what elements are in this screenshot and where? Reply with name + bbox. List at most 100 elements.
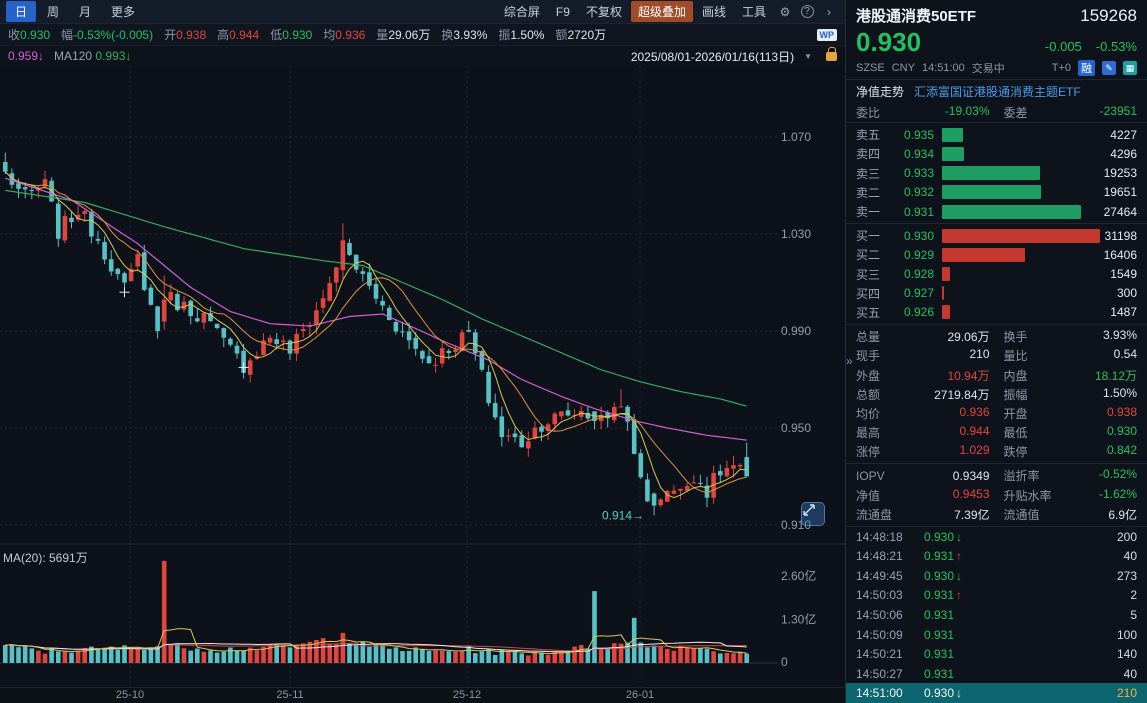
menu-item-composite-screen[interactable]: 综合屏 — [503, 5, 540, 19]
stats-grid: 总量 29.06万 换手 3.93% 现手 210 量比 0.54 外盘 10.94万 内盘 18.1… — [846, 324, 1147, 463]
stat-pair: 开盘 0.938 — [1003, 404, 1138, 421]
depth-bar — [942, 267, 950, 282]
stat-pair: 溢折率 -0.52% — [1003, 467, 1138, 484]
tick-row: 14:50:09 0.931 100 — [856, 627, 1137, 642]
chart-grid-icon[interactable]: ▦ — [1123, 61, 1137, 75]
stat-pair: 外盘 10.94万 — [856, 368, 990, 383]
orderbook-row-sell[interactable]: 卖一 0.931 27464 — [856, 204, 1137, 220]
stat-收: 收0.930 — [8, 28, 51, 42]
stat-pair-row: 流通盘 7.39亿 流通值 6.9亿 — [846, 505, 1147, 524]
stat-均: 均0.936 — [323, 28, 366, 42]
margin-badge: 融 — [1078, 60, 1095, 76]
expand-arrows-icon — [803, 504, 815, 516]
stat-pair-row: 总额 2719.84万 振幅 1.50% — [846, 385, 1147, 404]
lock-icon[interactable] — [826, 46, 837, 61]
quote-panel: 港股通消费50ETF 159268 0.930 -0.005 -0.53% SZ… — [845, 0, 1147, 703]
collapse-chevron-icon[interactable]: › — [827, 4, 831, 19]
svg-text:0.990: 0.990 — [781, 324, 811, 338]
t-plus-zero-badge: T+0 — [1051, 62, 1071, 74]
ma-indicator-row: 0.959↓ MA120 0.993↓ 2025/08/01-2026/01/1… — [0, 46, 845, 66]
svg-text:1.070: 1.070 — [781, 130, 811, 144]
ma120-value: MA120 0.993↓ — [54, 49, 131, 63]
depth-bar — [942, 127, 964, 142]
price-change: -0.005 -0.53% — [1045, 39, 1137, 54]
stat-pair: IOPV 0.9349 — [856, 468, 990, 483]
nav-trend-link[interactable]: 净值走势 — [856, 85, 905, 99]
tick-row: 14:48:21 0.931 ↑ 40 — [856, 549, 1137, 564]
quote-header: 港股通消费50ETF 159268 — [846, 0, 1147, 27]
tick-list: 14:48:18 0.930 ↓ 200 14:48:21 0.931 ↑ 40 14:49:4… — [846, 525, 1147, 703]
stat-pair-row: 均价 0.936 开盘 0.938 — [846, 404, 1147, 423]
stat-pair: 量比 0.54 — [1003, 347, 1138, 364]
chart-section: 日周 月 更多 综合屏 F9 不复权 超级叠加 画线 工具 ⚙ ? › 收0.930 幅-0.5… — [0, 0, 845, 703]
orderbook-row-buy[interactable]: 买四 0.927 300 — [856, 286, 1137, 301]
exchange-label: SZSE — [856, 62, 885, 74]
stat-pair: 总量 29.06万 — [856, 330, 990, 345]
change-percent: -0.53% — [1095, 39, 1137, 54]
orderbook-row-sell[interactable]: 卖三 0.933 19253 — [856, 166, 1137, 181]
svg-text:1.30亿: 1.30亿 — [781, 612, 816, 627]
stat-pair: 现手 210 — [856, 347, 990, 364]
menu-item-tools[interactable]: 工具 — [741, 5, 766, 19]
svg-text:0: 0 — [781, 655, 788, 669]
orderbook-row-sell[interactable]: 卖二 0.932 19651 — [856, 185, 1137, 200]
wp-logo-icon: WP — [816, 28, 837, 41]
time-axis-label: 25-11 — [276, 689, 304, 701]
stat-pair: 跌停 0.842 — [1003, 443, 1138, 460]
time-axis-label: 26-01 — [625, 689, 655, 701]
stat-pair: 委差 -23951 — [1003, 104, 1138, 121]
candlestick-volume-chart[interactable]: 1.0701.0300.9900.9500.9102.60亿1.30亿0MA(2… — [0, 66, 845, 687]
stats-items: 收0.930 幅-0.53%(-0.005) 开0.938 高0.944 低0.930 均… — [8, 26, 606, 43]
orderbook-row-buy[interactable]: 买一 0.930 31198 — [856, 228, 1137, 244]
period-tab-day[interactable]: 日 — [6, 1, 37, 22]
tick-row: 14:48:18 0.930 ↓ 200 — [856, 529, 1137, 544]
settings-gear-icon[interactable]: ⚙ — [779, 4, 791, 19]
stat-pair-row: IOPV 0.9349 溢折率 -0.52% — [846, 466, 1147, 485]
menu-item-no-adjust[interactable]: 不复权 — [585, 5, 622, 19]
panel-collapse-icon[interactable]: » — [846, 354, 853, 368]
tick-row: 14:50:06 0.931 5 — [856, 607, 1137, 622]
underlying-fund-link[interactable]: 汇添富国证港股通消费主题ETF — [914, 85, 1081, 99]
down-arrow-icon: ↓ — [956, 686, 963, 701]
valuation-grid: IOPV 0.9349 溢折率 -0.52% 净值 0.9453 升贴水率 -1.62% 流通盘… — [846, 463, 1147, 526]
stat-pair: 总额 2719.84万 — [856, 387, 990, 402]
period-tab-more[interactable]: 更多 — [111, 5, 136, 19]
orderbook-row-buy[interactable]: 买二 0.929 16406 — [856, 247, 1137, 263]
stat-pair-row: 现手 210 量比 0.54 — [846, 346, 1147, 365]
menu-item-draw-line[interactable]: 画线 — [701, 5, 726, 19]
svg-text:1.030: 1.030 — [781, 227, 811, 241]
stat-pair-row: 涨停 1.029 跌停 0.842 — [846, 442, 1147, 461]
svg-text:0.950: 0.950 — [781, 421, 811, 435]
expand-chart-button[interactable] — [801, 502, 825, 526]
quote-meta-row: SZSE CNY 14:51:00 交易中 T+0 融 ✎ ▦ — [846, 58, 1147, 79]
tick-row: 14:50:03 0.931 ↑ 2 — [856, 588, 1137, 603]
chevron-down-icon[interactable]: ▼ — [804, 51, 812, 61]
down-arrow-icon: ↓ — [956, 529, 963, 544]
up-arrow-icon: ↑ — [956, 549, 963, 564]
orderbook-row-buy[interactable]: 买五 0.926 1487 — [856, 305, 1137, 320]
stat-pair-row: 总量 29.06万 换手 3.93% — [846, 327, 1147, 346]
stat-pair: 升贴水率 -1.62% — [1003, 486, 1138, 503]
price-row: 0.930 -0.005 -0.53% — [846, 27, 1147, 58]
depth-bar — [942, 228, 1100, 243]
stat-低: 低0.930 — [270, 28, 313, 42]
period-tab-week[interactable]: 周 — [47, 5, 60, 19]
menu-item-super-overlay[interactable]: 超级叠加 — [630, 1, 693, 22]
date-range-selector[interactable]: 2025/08/01-2026/01/16(113日) — [630, 49, 795, 64]
quote-time: 14:51:00 — [921, 62, 965, 74]
period-tab-month[interactable]: 月 — [79, 5, 92, 19]
orderbook-row-sell[interactable]: 卖四 0.934 4296 — [856, 146, 1137, 162]
tick-row: 14:49:45 0.930 ↓ 273 — [856, 568, 1137, 583]
help-icon[interactable]: ? — [797, 5, 817, 18]
stat-pair: 最低 0.930 — [1003, 424, 1138, 441]
orderbook-row-sell[interactable]: 卖五 0.935 4227 — [856, 127, 1137, 143]
stat-pair-row: 净值 0.9453 升贴水率 -1.62% — [846, 486, 1147, 505]
depth-bar — [942, 305, 950, 320]
period-tabs: 日周 月 更多 — [6, 1, 144, 22]
menu-item-f9[interactable]: F9 — [555, 4, 570, 19]
stat-pair: 涨停 1.029 — [856, 443, 990, 460]
edit-icon[interactable]: ✎ — [1102, 61, 1116, 75]
help-glyph: ? — [800, 5, 814, 18]
orderbook-row-buy[interactable]: 买三 0.928 1549 — [856, 267, 1137, 282]
instrument-name: 港股通消费50ETF — [856, 8, 977, 25]
